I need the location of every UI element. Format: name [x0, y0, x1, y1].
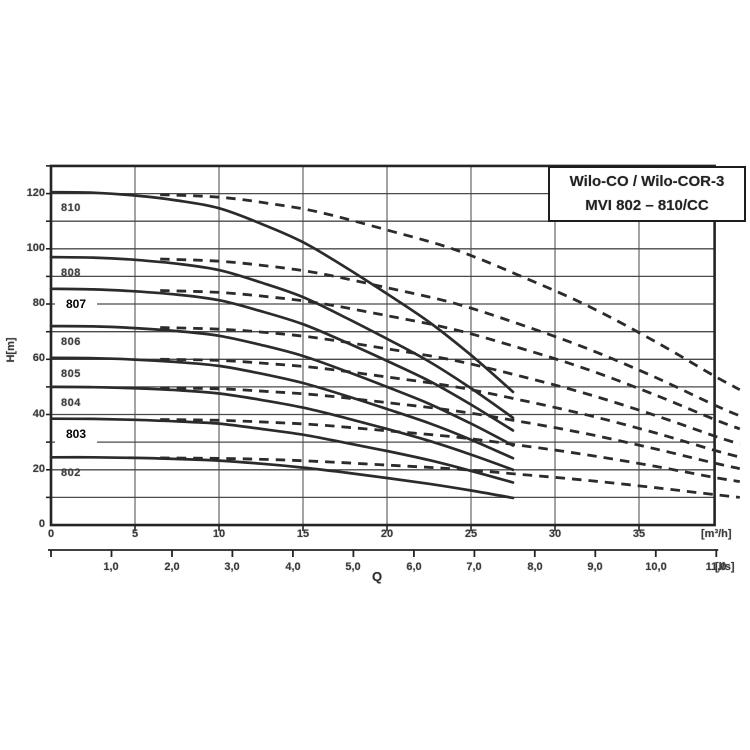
pump-curve-806-dashed [160, 326, 741, 446]
pump-curve-label: 810 [61, 202, 81, 214]
pump-curve-810-solid [49, 190, 515, 394]
pump-curve-810-dashed [160, 193, 741, 391]
pump-curve-label: 802 [61, 467, 81, 479]
pump-curve-807-dashed [160, 289, 741, 431]
pump-curve-label: 806 [61, 336, 81, 348]
x-axis-tick-label-ls: 4,0 [285, 561, 301, 573]
y-axis-tick-label: 80 [32, 297, 45, 309]
pump-curve-804-dashed [160, 386, 741, 471]
x-axis-tick-label-ls: 7,0 [466, 561, 482, 573]
x-axis-tick-label-ls: 9,0 [587, 561, 603, 573]
pump-curve-803-solid [49, 417, 515, 484]
pump-curve-807-solid [49, 287, 515, 432]
x-axis-tick-label-ls: 2,0 [164, 561, 180, 573]
pump-curve-label: 805 [61, 368, 81, 380]
x-axis-tick-label-m3h: 15 [296, 528, 310, 540]
title-line-2: MVI 802 – 810/CC [585, 197, 709, 214]
pump-curve-806-solid [49, 324, 515, 447]
pump-curve-802-dashed [160, 456, 740, 499]
pump-curve-label-box: 803 [55, 425, 97, 444]
x-axis-tick-label-ls: 6,0 [406, 561, 422, 573]
pump-curve-805-dashed [160, 357, 741, 459]
x-axis-tick-label-ls: 11,0 [705, 561, 727, 573]
title-line-1: Wilo-CO / Wilo-COR-3 [569, 173, 725, 190]
x-axis-tick-label-m3h: 0 [47, 528, 55, 540]
title-box: Wilo-CO / Wilo-COR-3 MVI 802 – 810/CC [548, 166, 746, 222]
flow-axis-label: Q [371, 569, 383, 584]
chart-frame [49, 164, 716, 527]
pump-curve-804-solid [49, 385, 515, 472]
y-axis-tick-label: 100 [26, 242, 45, 254]
x-axis-tick-label-m3h: 30 [548, 528, 562, 540]
x-axis-unit-m3h: [m³/h] [701, 528, 732, 540]
pump-curve-label: 808 [61, 267, 81, 279]
x-axis-tick-label-ls: 10,0 [645, 561, 667, 573]
y-axis-tick-label: 20 [32, 463, 45, 475]
x-axis-unit-ls: [l/s] [715, 561, 735, 573]
x-axis-tick-label-m3h: 20 [380, 528, 394, 540]
x-axis-tick-label-ls: 8,0 [527, 561, 543, 573]
pump-curve-808-dashed [160, 257, 741, 418]
pump-curve-805-solid [49, 356, 515, 460]
x-axis-tick-label-m3h: 5 [131, 528, 139, 540]
x-axis-tick-label-ls: 5,0 [345, 561, 361, 573]
pump-curve-808-solid [49, 255, 515, 420]
y-axis-tick-label: 60 [32, 352, 45, 364]
y-axis-tick-label: 120 [26, 187, 45, 199]
pump-curve-label: 804 [61, 397, 81, 409]
x-axis-tick-label-ls: 3,0 [224, 561, 240, 573]
x-axis-tick-label-m3h: 10 [212, 528, 226, 540]
y-axis-tick-label: 0 [38, 518, 45, 530]
x-axis-tick-label-ls: 1,0 [103, 561, 119, 573]
x-axis-tick-label-m3h: 25 [464, 528, 478, 540]
pump-curve-803-dashed [160, 418, 741, 483]
pump-curve-label-box: 807 [55, 295, 97, 314]
y-axis-tick-label: 40 [32, 408, 45, 420]
pump-curve-802-solid [49, 455, 515, 500]
x-axis-tick-label-m3h: 35 [632, 528, 646, 540]
